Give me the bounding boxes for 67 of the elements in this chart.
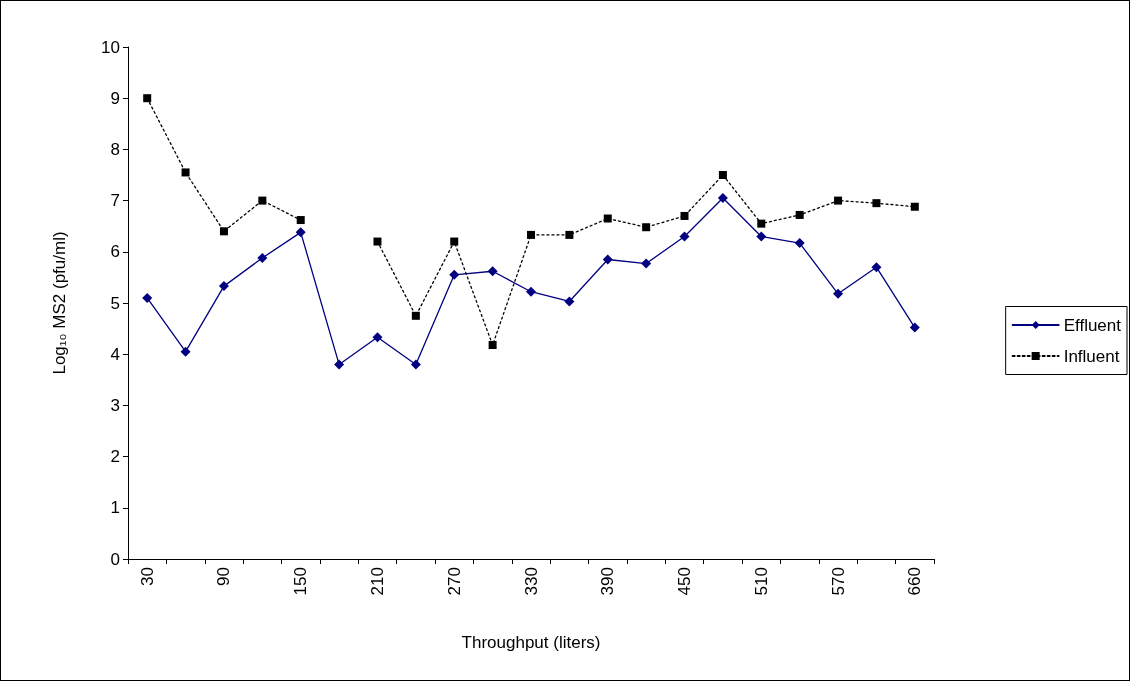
x-tick-label: 330 bbox=[521, 567, 541, 596]
x-axis-title: Throughput (liters) bbox=[461, 633, 601, 652]
point bbox=[680, 211, 689, 220]
point bbox=[143, 94, 152, 103]
point bbox=[718, 171, 727, 179]
legend-label: Effluent bbox=[1063, 315, 1122, 335]
x-tick-label: 450 bbox=[675, 567, 695, 596]
point bbox=[488, 340, 497, 349]
point bbox=[717, 193, 728, 204]
y-tick-label: 2 bbox=[110, 447, 120, 467]
point bbox=[258, 196, 267, 205]
point bbox=[296, 216, 305, 225]
point bbox=[411, 311, 420, 320]
point bbox=[910, 202, 919, 211]
y-tick-label: 0 bbox=[110, 549, 120, 569]
point bbox=[218, 281, 229, 292]
point bbox=[834, 196, 843, 205]
point bbox=[372, 332, 383, 343]
x-tick-label: 210 bbox=[367, 567, 387, 596]
y-axis-title: Log₁₀ MS2 (pfu/ml) bbox=[50, 231, 69, 375]
y-tick-label: 8 bbox=[110, 139, 120, 159]
point bbox=[180, 346, 191, 357]
x-tick-label: 270 bbox=[444, 567, 464, 596]
y-tick-label: 9 bbox=[110, 88, 120, 108]
point bbox=[602, 254, 613, 265]
x-tick-label: 390 bbox=[598, 567, 618, 596]
point bbox=[564, 296, 575, 307]
y-tick-label: 1 bbox=[110, 498, 120, 518]
point bbox=[833, 288, 844, 299]
point bbox=[603, 214, 612, 223]
x-tick-label: 90 bbox=[214, 567, 234, 586]
x-tick-label: 30 bbox=[137, 567, 157, 586]
point bbox=[565, 230, 574, 239]
x-tick-label: 150 bbox=[291, 567, 311, 596]
point bbox=[757, 219, 766, 228]
point bbox=[794, 238, 805, 249]
point bbox=[410, 359, 421, 370]
legend-label: Influent bbox=[1063, 346, 1120, 366]
y-tick-label: 3 bbox=[110, 395, 120, 415]
point bbox=[334, 359, 345, 370]
point bbox=[449, 269, 460, 280]
point bbox=[487, 266, 498, 277]
point bbox=[909, 322, 920, 333]
y-tick-label: 4 bbox=[110, 344, 120, 364]
point bbox=[142, 292, 153, 303]
y-tick-label: 6 bbox=[110, 242, 120, 262]
point bbox=[373, 237, 382, 246]
y-tick-label: 5 bbox=[110, 293, 120, 313]
point bbox=[756, 231, 767, 242]
x-tick-label: 660 bbox=[905, 567, 925, 596]
point bbox=[219, 227, 228, 236]
point bbox=[527, 230, 535, 239]
point bbox=[872, 199, 881, 208]
point bbox=[526, 286, 536, 297]
point bbox=[181, 168, 190, 177]
point bbox=[642, 223, 651, 232]
point bbox=[450, 237, 459, 246]
point bbox=[871, 262, 882, 273]
y-tick-label: 10 bbox=[101, 37, 120, 57]
point bbox=[257, 252, 268, 263]
x-tick-label: 570 bbox=[828, 567, 848, 596]
point bbox=[795, 210, 804, 219]
point bbox=[679, 231, 690, 242]
point bbox=[641, 258, 652, 269]
y-tick-label: 7 bbox=[110, 191, 120, 211]
x-tick-label: 510 bbox=[751, 567, 771, 596]
point bbox=[295, 227, 306, 238]
